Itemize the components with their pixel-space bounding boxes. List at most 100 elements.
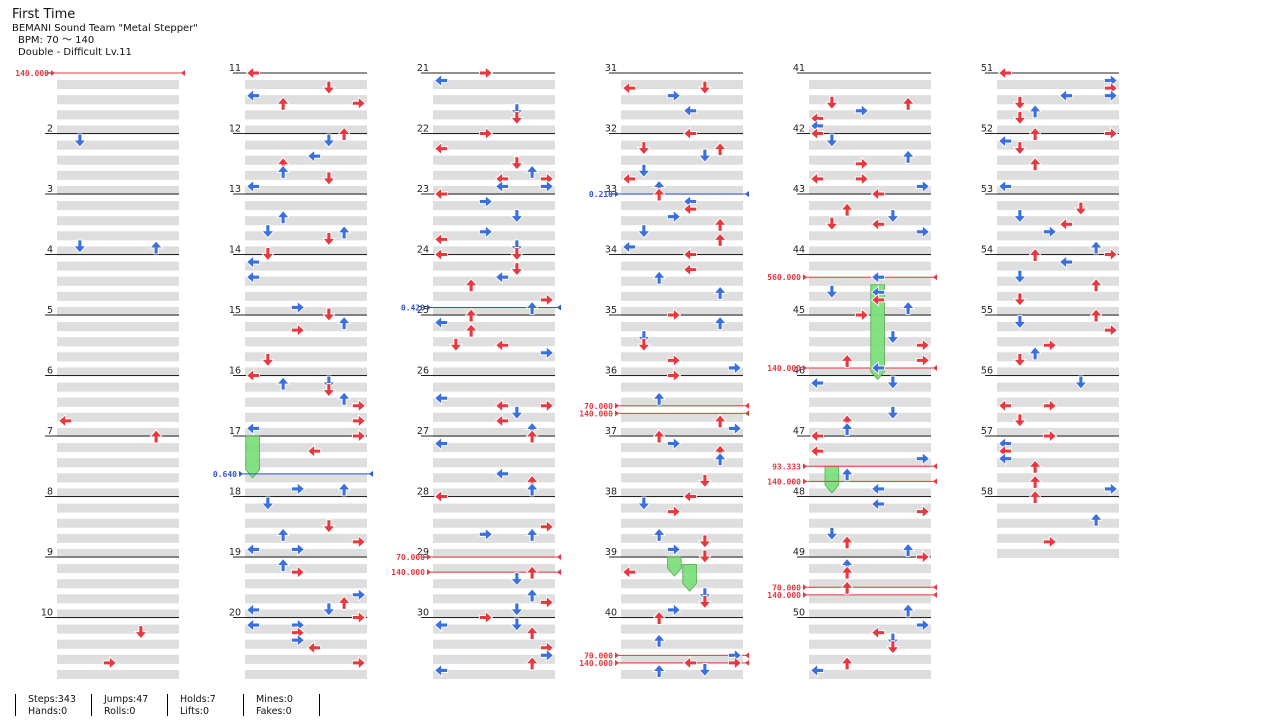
- stats-group-holds: Holds:7 Lifts:0: [167, 694, 216, 717]
- arrow-up-icon: [1028, 474, 1043, 489]
- arrow-up-icon: [276, 96, 291, 111]
- song-artist: BEMANI Sound Team "Metal Stepper": [12, 23, 198, 34]
- arrow-right-icon: [666, 602, 682, 617]
- arrow-down-icon: [1073, 375, 1088, 390]
- measure-number: 7: [47, 426, 53, 437]
- arrow-up-icon: [276, 209, 291, 225]
- arrow-up-icon: [840, 467, 855, 482]
- measure-band: [433, 337, 555, 347]
- arrow-left-icon: [682, 247, 698, 262]
- arrow-down-icon: [697, 662, 712, 678]
- arrow-right-icon: [478, 66, 494, 80]
- measure-band: [57, 397, 179, 407]
- measure-band: [997, 155, 1119, 165]
- measure-band: [57, 639, 179, 649]
- arrow-down-icon: [697, 594, 712, 610]
- marker-cap: [615, 191, 619, 197]
- stats-group-mines: Mines:0 Fakes:0: [243, 694, 293, 717]
- measure-band: [621, 624, 743, 634]
- measure-band: [245, 125, 367, 135]
- measure-band: [245, 337, 367, 347]
- measure-number: 45: [793, 305, 805, 316]
- measure-number: 5: [47, 305, 53, 316]
- bpm-label: 140.000: [767, 591, 801, 600]
- arrow-right-icon: [915, 338, 931, 353]
- arrow-left-icon: [245, 66, 261, 80]
- arrow-up-icon: [901, 300, 916, 315]
- arrow-left-icon: [433, 618, 449, 633]
- arrow-up-icon: [337, 225, 352, 240]
- measure-number: 47: [793, 426, 805, 437]
- measure-band: [997, 382, 1119, 392]
- arrow-right-icon: [727, 421, 743, 436]
- measure-number: 8: [47, 487, 53, 498]
- measure-band: [245, 654, 367, 664]
- arrow-down-icon: [509, 110, 524, 126]
- arrow-right-icon: [539, 640, 555, 655]
- arrow-up-icon: [525, 429, 540, 444]
- measure-band: [997, 125, 1119, 135]
- arrow-left-icon: [245, 179, 261, 194]
- measure-band: [809, 216, 931, 226]
- arrow-left-icon: [621, 171, 637, 186]
- marker-cap: [239, 470, 243, 477]
- arrow-up-icon: [840, 656, 855, 671]
- measure-number: 46: [793, 366, 805, 377]
- hold-body: [870, 284, 885, 381]
- bpm-label: 70.000: [396, 553, 425, 562]
- measure-band: [57, 518, 179, 528]
- arrow-up-icon: [464, 323, 479, 338]
- bpm-label: 560.000: [767, 273, 801, 282]
- arrow-right-icon: [666, 368, 682, 383]
- arrow-right-icon: [102, 655, 118, 670]
- arrow-left-icon: [1058, 255, 1074, 270]
- arrow-down-icon: [321, 133, 336, 148]
- arrow-up-icon: [525, 656, 540, 671]
- arrow-right-icon: [915, 451, 931, 466]
- measure-band: [57, 110, 179, 120]
- hold-body: [682, 564, 697, 592]
- measure-band: [433, 503, 555, 513]
- measure-band: [621, 639, 743, 649]
- measure-band: [433, 594, 555, 604]
- arrow-up-icon: [1089, 308, 1104, 323]
- marker-cap: [803, 463, 807, 470]
- measure-band: [433, 443, 555, 453]
- measure-number: 4: [47, 245, 53, 256]
- measure-number: 3: [47, 184, 53, 195]
- arrow-left-icon: [433, 663, 449, 678]
- arrow-left-icon: [433, 232, 449, 247]
- arrow-right-icon: [351, 587, 367, 602]
- arrow-down-icon: [824, 95, 839, 110]
- arrow-right-icon: [539, 345, 555, 360]
- measure-band: [245, 564, 367, 574]
- arrow-right-icon: [351, 398, 367, 413]
- arrow-down-icon: [448, 337, 463, 352]
- bpm-label: 140.000: [579, 409, 613, 418]
- measure-band: [809, 427, 931, 437]
- measure-band: [621, 564, 743, 574]
- measure-band: [245, 306, 367, 316]
- arrow-up-icon: [337, 482, 352, 497]
- arrow-down-icon: [697, 549, 712, 564]
- measure-band: [997, 185, 1119, 195]
- measure-band: [245, 291, 367, 301]
- measure-band: [621, 80, 743, 90]
- arrow-left-icon: [870, 270, 886, 285]
- measure-band: [57, 458, 179, 468]
- arrow-down-icon: [636, 496, 651, 511]
- measure-band: [245, 261, 367, 271]
- measure-band: [57, 594, 179, 604]
- measure-band: [57, 231, 179, 241]
- measure-band: [809, 170, 931, 180]
- marker-cap: [933, 478, 937, 485]
- arrow-up-icon: [713, 141, 728, 157]
- arrow-right-icon: [351, 610, 367, 625]
- measure-number: 38: [605, 487, 617, 498]
- arrow-left-icon: [997, 398, 1013, 413]
- measure-band: [809, 639, 931, 649]
- marker-cap: [745, 402, 749, 409]
- measure-band: [433, 397, 555, 407]
- arrow-left-icon: [245, 255, 261, 270]
- measure-number: 28: [417, 487, 429, 498]
